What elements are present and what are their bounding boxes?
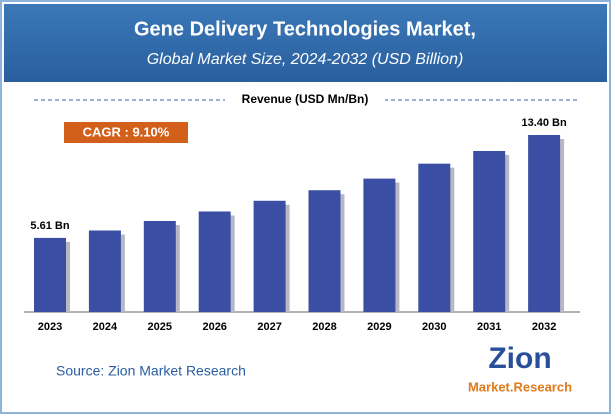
bar [528,135,561,312]
x-tick-label: 2032 [532,321,556,333]
x-tick-label: 2028 [312,321,336,333]
logo-word: Zion [488,342,551,375]
bar [143,220,176,312]
source: Source: Zion Market Research [56,363,246,379]
bar [418,163,451,312]
bar [308,190,341,312]
bar [34,237,66,312]
x-tick-label: 2023 [38,321,62,333]
header [4,4,607,82]
x-tick-label: 2025 [148,321,172,333]
bar [88,230,121,312]
chart-title: Gene Delivery Technologies Market, [134,18,476,40]
chart-subtitle: Global Market Size, 2024-2032 (USD Billi… [147,51,464,68]
bar [363,178,396,312]
x-tick-label: 2030 [422,321,446,333]
legend-label: Revenue (USD Mn/Bn) [242,92,369,106]
logo-tagline: Market.Research [468,379,572,394]
cagr-label: CAGR : 9.10% [83,124,170,139]
x-tick-label: 2026 [202,321,226,333]
legend-bg [225,90,385,110]
bar [253,200,286,312]
value-label: 5.61 Bn [30,220,69,232]
cagr-box [64,122,188,143]
bar [198,211,231,312]
x-tick-label: 2029 [367,321,391,333]
x-tick-label: 2024 [93,321,118,333]
bar [473,150,506,312]
x-tick-label: 2027 [257,321,281,333]
value-label: 13.40 Bn [521,117,567,129]
x-tick-label: 2031 [477,321,501,333]
